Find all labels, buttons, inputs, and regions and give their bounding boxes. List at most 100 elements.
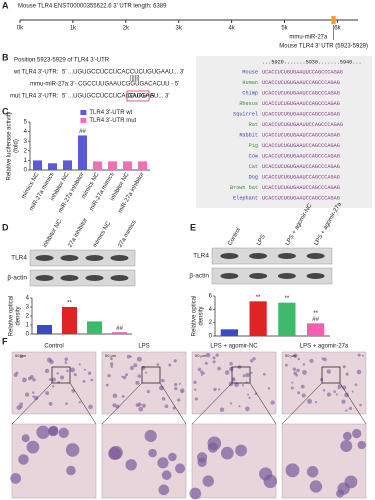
nucleus xyxy=(193,380,197,384)
nucleus xyxy=(64,361,68,364)
nucleus xyxy=(250,371,253,374)
nucleus xyxy=(337,387,340,390)
nucleus xyxy=(352,428,362,439)
lane-label: inhibitor NC xyxy=(42,218,63,249)
nucleus xyxy=(174,382,178,387)
band xyxy=(306,253,325,259)
y-label: density xyxy=(16,306,22,325)
band xyxy=(85,275,104,281)
position-text: Position 5923-5929 of TLR4 3'-UTR xyxy=(14,58,110,64)
nucleus xyxy=(213,387,217,392)
nucleus xyxy=(343,431,352,441)
nucleus xyxy=(244,406,250,412)
seq-name: wt TLR4 3'-UTR: xyxy=(13,70,59,76)
bar xyxy=(33,160,42,170)
alignment-header: ...5920.......5930.......5940... xyxy=(262,59,362,65)
nucleus xyxy=(87,371,92,375)
nucleus xyxy=(136,356,142,362)
bar xyxy=(220,329,238,336)
nucleus xyxy=(344,475,358,489)
sequence: UCACCUCUGUGAAUCCAGCCCAGAG xyxy=(262,185,340,191)
tick-label: 6k xyxy=(334,26,341,32)
nucleus xyxy=(36,425,50,439)
nucleus xyxy=(321,357,324,360)
nucleus xyxy=(247,393,250,396)
nucleus xyxy=(13,373,18,378)
species: Chimp xyxy=(242,90,258,96)
zoom-line xyxy=(159,382,187,425)
panel-label: D xyxy=(2,222,9,232)
nucleus xyxy=(335,393,338,396)
nucleus xyxy=(158,484,170,496)
site-caption: Mouse TLR4 3' UTR (5923-5929) xyxy=(279,44,368,50)
nucleus xyxy=(238,405,241,408)
y-tick-label: 0 xyxy=(209,334,213,340)
nucleus xyxy=(250,359,254,363)
nucleus xyxy=(135,403,140,407)
blot-row-label: β-actin xyxy=(7,275,27,282)
nucleus xyxy=(202,475,214,487)
nucleus xyxy=(284,363,288,367)
nucleus xyxy=(207,436,222,451)
nucleus xyxy=(10,473,22,484)
nucleus xyxy=(345,372,349,376)
nucleus xyxy=(202,372,205,375)
nucleus xyxy=(229,362,233,366)
panel-label: F xyxy=(2,336,8,346)
nucleus xyxy=(157,457,169,469)
lane-label: LPS xyxy=(256,234,267,247)
nucleus xyxy=(292,367,297,371)
annotation: ## xyxy=(79,129,86,135)
nucleus xyxy=(109,362,114,366)
nucleus xyxy=(197,457,207,468)
annotation: ## xyxy=(116,326,123,332)
band xyxy=(220,253,239,259)
nucleus xyxy=(248,396,251,400)
nucleus xyxy=(112,393,118,399)
nucleus xyxy=(78,363,81,366)
nucleus xyxy=(78,401,82,404)
nucleus xyxy=(159,385,164,391)
nucleus xyxy=(32,391,35,394)
panel-label: C xyxy=(2,106,9,116)
zoom-box xyxy=(51,366,71,384)
nucleus xyxy=(48,401,53,406)
nucleus xyxy=(21,434,30,443)
nucleus xyxy=(296,368,300,373)
nucleus xyxy=(336,489,345,498)
nucleus xyxy=(212,356,216,360)
nucleus xyxy=(173,359,177,363)
nucleus xyxy=(309,480,323,493)
tick-label: 4k xyxy=(228,26,235,32)
nucleus xyxy=(48,426,59,437)
sequence: UCACCUCUGUGAAUUCCAGCCCAGAG xyxy=(262,69,343,75)
zoom-line xyxy=(101,382,143,425)
band xyxy=(249,273,268,279)
sequence: UCACCUCUGUGAAUCCAGCCCAGAG xyxy=(262,80,340,86)
nucleus xyxy=(245,372,250,378)
zoom-line xyxy=(249,382,277,425)
y-tick-label: 4 xyxy=(26,296,30,302)
nucleus xyxy=(301,393,306,398)
nucleus xyxy=(59,375,65,380)
site-label: mmu-miR-27a xyxy=(289,35,328,41)
species: Human xyxy=(242,80,258,86)
seq: 5' ...UGUGCCUCCUCACCUAU xyxy=(62,94,147,100)
band xyxy=(249,253,268,259)
bar xyxy=(112,332,127,334)
nucleus xyxy=(357,440,366,450)
blot xyxy=(29,249,136,267)
nucleus xyxy=(231,377,236,382)
y-tick-label: 2 xyxy=(209,320,213,326)
scale-label: 50 μm xyxy=(15,353,27,358)
zoom-line xyxy=(11,382,53,425)
nucleus xyxy=(133,363,138,368)
y-label: Relative optical xyxy=(9,296,15,337)
nucleus xyxy=(259,467,273,481)
species: Squirrel xyxy=(233,111,258,117)
nucleus xyxy=(270,400,275,405)
nucleus xyxy=(267,387,271,390)
nucleus xyxy=(229,402,233,405)
species: Elephant xyxy=(233,195,258,201)
image-title: LPS + agomir-NC xyxy=(210,344,258,350)
